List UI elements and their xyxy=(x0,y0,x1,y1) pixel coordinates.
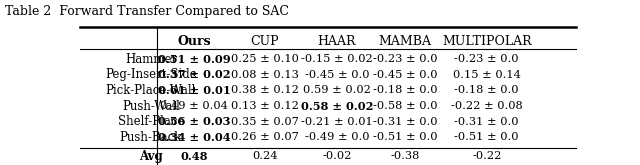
Text: 0.08 ± 0.13: 0.08 ± 0.13 xyxy=(230,70,298,80)
Text: -0.23 ± 0.0: -0.23 ± 0.0 xyxy=(372,54,437,64)
Text: 0.26 ± 0.07: 0.26 ± 0.07 xyxy=(230,132,298,142)
Text: -0.18 ± 0.0: -0.18 ± 0.0 xyxy=(372,85,437,95)
Text: Avg: Avg xyxy=(139,150,163,163)
Text: 0.38 ± 0.12: 0.38 ± 0.12 xyxy=(230,85,298,95)
Text: -0.22: -0.22 xyxy=(472,151,501,161)
Text: 0.56 ± 0.03: 0.56 ± 0.03 xyxy=(158,116,230,127)
Text: Hammer: Hammer xyxy=(125,53,177,66)
Text: 0.61 ± 0.01: 0.61 ± 0.01 xyxy=(157,85,230,96)
Text: HAAR: HAAR xyxy=(317,35,356,48)
Text: Ours: Ours xyxy=(177,35,211,48)
Text: -0.23 ± 0.0: -0.23 ± 0.0 xyxy=(454,54,519,64)
Text: 0.48: 0.48 xyxy=(180,151,208,162)
Text: -0.58 ± 0.0: -0.58 ± 0.0 xyxy=(372,101,437,111)
Text: Push-Wall: Push-Wall xyxy=(122,99,180,113)
Text: -0.45 ± 0.0: -0.45 ± 0.0 xyxy=(305,70,369,80)
Text: -0.02: -0.02 xyxy=(323,151,351,161)
Text: 0.59 ± 0.02: 0.59 ± 0.02 xyxy=(303,85,371,95)
Text: -0.51 ± 0.0: -0.51 ± 0.0 xyxy=(454,132,519,142)
Text: 0.35 ± 0.07: 0.35 ± 0.07 xyxy=(230,117,298,127)
Text: Table 2  Forward Transfer Compared to SAC: Table 2 Forward Transfer Compared to SAC xyxy=(5,5,289,18)
Text: -0.38: -0.38 xyxy=(390,151,420,161)
Text: MULTIPOLAR: MULTIPOLAR xyxy=(442,35,532,48)
Text: 0.49 ± 0.04: 0.49 ± 0.04 xyxy=(160,101,228,111)
Text: CUP: CUP xyxy=(250,35,279,48)
Text: -0.21 ± 0.01: -0.21 ± 0.01 xyxy=(301,117,373,127)
Text: -0.31 ± 0.0: -0.31 ± 0.0 xyxy=(454,117,519,127)
Text: MAMBA: MAMBA xyxy=(378,35,431,48)
Text: 0.58 ± 0.02: 0.58 ± 0.02 xyxy=(301,100,373,112)
Text: -0.18 ± 0.0: -0.18 ± 0.0 xyxy=(454,85,519,95)
Text: Push-Back: Push-Back xyxy=(120,131,182,144)
Text: 0.15 ± 0.14: 0.15 ± 0.14 xyxy=(452,70,521,80)
Text: -0.22 ± 0.08: -0.22 ± 0.08 xyxy=(451,101,523,111)
Text: 0.51 ± 0.09: 0.51 ± 0.09 xyxy=(158,54,230,65)
Text: 0.34 ± 0.04: 0.34 ± 0.04 xyxy=(158,132,230,143)
Text: Shelf-Place: Shelf-Place xyxy=(118,115,184,128)
Text: 0.24: 0.24 xyxy=(252,151,277,161)
Text: -0.15 ± 0.02: -0.15 ± 0.02 xyxy=(301,54,373,64)
Text: 0.37 ± 0.02: 0.37 ± 0.02 xyxy=(158,69,230,80)
Text: Pick-Place-Wall: Pick-Place-Wall xyxy=(106,84,196,97)
Text: -0.45 ± 0.0: -0.45 ± 0.0 xyxy=(372,70,437,80)
Text: 0.25 ± 0.10: 0.25 ± 0.10 xyxy=(230,54,298,64)
Text: -0.49 ± 0.0: -0.49 ± 0.0 xyxy=(305,132,369,142)
Text: -0.51 ± 0.0: -0.51 ± 0.0 xyxy=(372,132,437,142)
Text: -0.31 ± 0.0: -0.31 ± 0.0 xyxy=(372,117,437,127)
Text: Peg-Insert-Side: Peg-Insert-Side xyxy=(105,68,197,81)
Text: 0.13 ± 0.12: 0.13 ± 0.12 xyxy=(230,101,298,111)
